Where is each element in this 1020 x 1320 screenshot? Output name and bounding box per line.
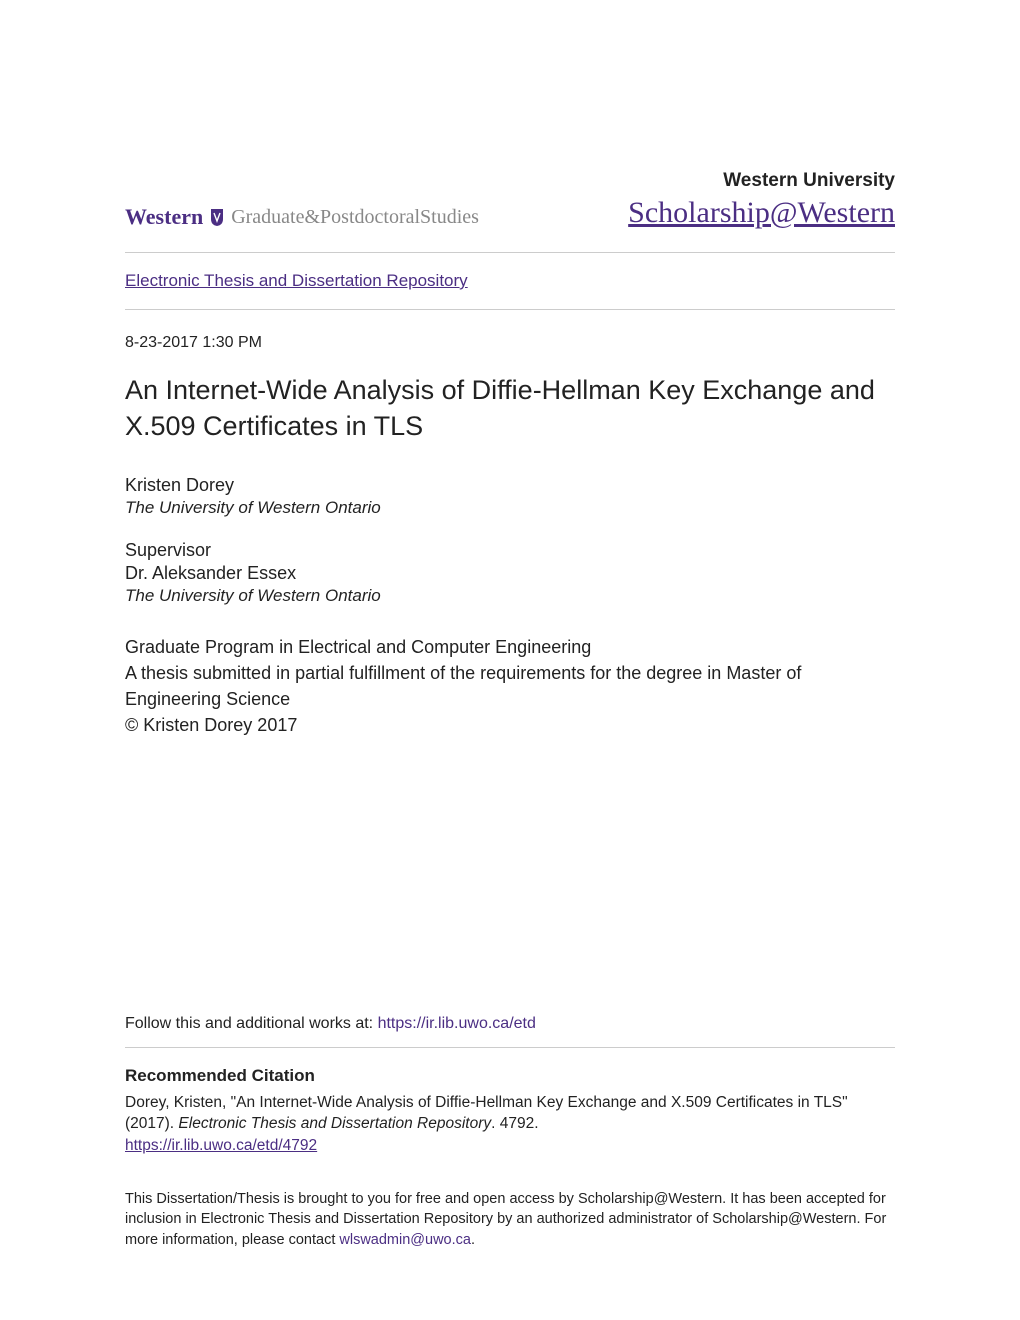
header-row: Western Graduate&PostdoctoralStudies Wes… [125,170,895,230]
page-container: Western Graduate&PostdoctoralStudies Wes… [0,0,1020,1320]
citation-series: Electronic Thesis and Dissertation Repos… [178,1115,491,1132]
access-note-suffix: . [471,1232,475,1248]
citation-text: Dorey, Kristen, "An Internet-Wide Analys… [125,1092,895,1135]
follow-prefix: Follow this and additional works at: [125,1015,378,1032]
header-right: Western University Scholarship@Western [628,170,895,230]
recommended-citation-heading: Recommended Citation [125,1066,895,1086]
supervisor-label: Supervisor [125,540,895,561]
access-note: This Dissertation/Thesis is brought to y… [125,1189,895,1250]
divider-top [125,252,895,253]
logo-wordmark: Western [125,204,203,230]
author-block: Kristen Dorey The University of Western … [125,475,895,518]
supervisor-affiliation: The University of Western Ontario [125,586,895,606]
divider-repo [125,309,895,310]
institution-logo: Western Graduate&PostdoctoralStudies [125,204,479,230]
follow-link[interactable]: https://ir.lib.uwo.ca/etd [378,1015,536,1032]
scholarship-link[interactable]: Scholarship@Western [628,196,895,229]
thesis-title: An Internet-Wide Analysis of Diffie-Hell… [125,372,895,445]
thesis-statement: A thesis submitted in partial fulfillmen… [125,660,895,712]
footer-block: Follow this and additional works at: htt… [125,1015,895,1250]
contact-email-link[interactable]: wlswadmin@uwo.ca [339,1232,471,1248]
supervisor-block: Supervisor Dr. Aleksander Essex The Univ… [125,540,895,606]
follow-line: Follow this and additional works at: htt… [125,1015,895,1033]
logo-subtext: Graduate&PostdoctoralStudies [231,206,479,229]
repository-link[interactable]: Electronic Thesis and Dissertation Repos… [125,271,468,291]
program-block: Graduate Program in Electrical and Compu… [125,634,895,738]
copyright-line: © Kristen Dorey 2017 [125,712,895,738]
citation-permalink[interactable]: https://ir.lib.uwo.ca/etd/4792 [125,1137,895,1155]
submission-datestamp: 8-23-2017 1:30 PM [125,334,895,352]
divider-footer [125,1047,895,1048]
author-affiliation: The University of Western Ontario [125,498,895,518]
access-note-prefix: This Dissertation/Thesis is brought to y… [125,1191,886,1248]
university-name: Western University [628,170,895,192]
crest-icon [209,207,225,227]
citation-suffix: . 4792. [491,1115,538,1132]
program-line: Graduate Program in Electrical and Compu… [125,634,895,660]
supervisor-name: Dr. Aleksander Essex [125,563,895,584]
author-name: Kristen Dorey [125,475,895,496]
